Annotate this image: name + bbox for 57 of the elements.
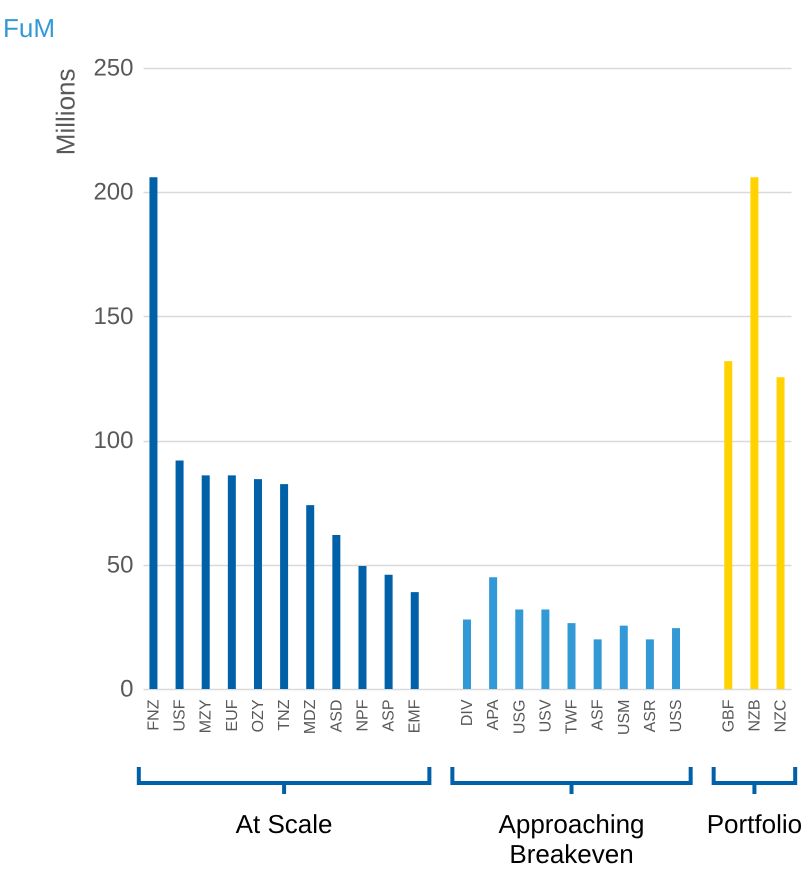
x-tick-label: DIV [459,699,476,726]
bar [541,610,550,689]
x-tick-label: FNZ [145,699,162,731]
bar [620,626,628,689]
x-tick-label: USG [511,700,528,734]
x-tick-label: APA [485,699,502,730]
x-tick-label: USV [537,699,554,732]
bar [646,639,654,689]
y-tick-label: 50 [106,551,134,578]
x-tick-label: USM [616,700,633,736]
x-tick-label: MZY [198,699,215,734]
bar [568,623,576,689]
chart-title: FuM [3,13,55,43]
x-tick-label: NZC [772,700,790,732]
x-tick-label: EMF [406,699,424,734]
x-tick-label: ASR [642,700,659,732]
y-tick-label: 0 [120,676,134,702]
y-axis-title: Millions [50,68,80,156]
y-tick-label: 150 [93,302,134,330]
x-tick-label: NZB [746,700,764,732]
bar [306,505,314,689]
bar [410,592,419,689]
bar [254,479,262,689]
bar [384,574,393,689]
bar [202,475,210,689]
bar [776,377,785,689]
x-tick-label: NPF [354,699,372,732]
x-tick-label: USF [172,699,189,732]
bar [724,361,732,689]
text: At Scale [236,809,333,839]
bar [515,610,524,689]
x-tick-label: MDZ [302,699,320,734]
bar [672,628,680,689]
text: Approaching Breakeven [498,809,645,869]
bar [489,577,498,689]
bar [750,177,758,689]
text: Portfolio [706,809,802,839]
y-tick-label: 250 [93,54,134,82]
bar [280,484,288,689]
y-tick-label: 200 [93,178,134,206]
x-tick-label: ASP [380,700,398,732]
x-tick-label: EUF [224,699,241,732]
x-tick-label: GBF [720,699,738,732]
x-tick-label: TNZ [276,699,294,731]
x-tick-label: TWF [564,699,581,734]
bar [149,177,158,689]
bar [332,534,340,689]
bar [358,566,366,689]
x-tick-label: ASF [590,699,607,731]
x-tick-label: USS [668,700,686,732]
y-tick-label: 100 [93,427,134,454]
bar [228,475,236,689]
bar [594,639,602,689]
x-tick-label: OZY [250,699,267,732]
bar [463,619,471,689]
bar [176,460,184,689]
x-tick-label: ASD [328,700,346,732]
